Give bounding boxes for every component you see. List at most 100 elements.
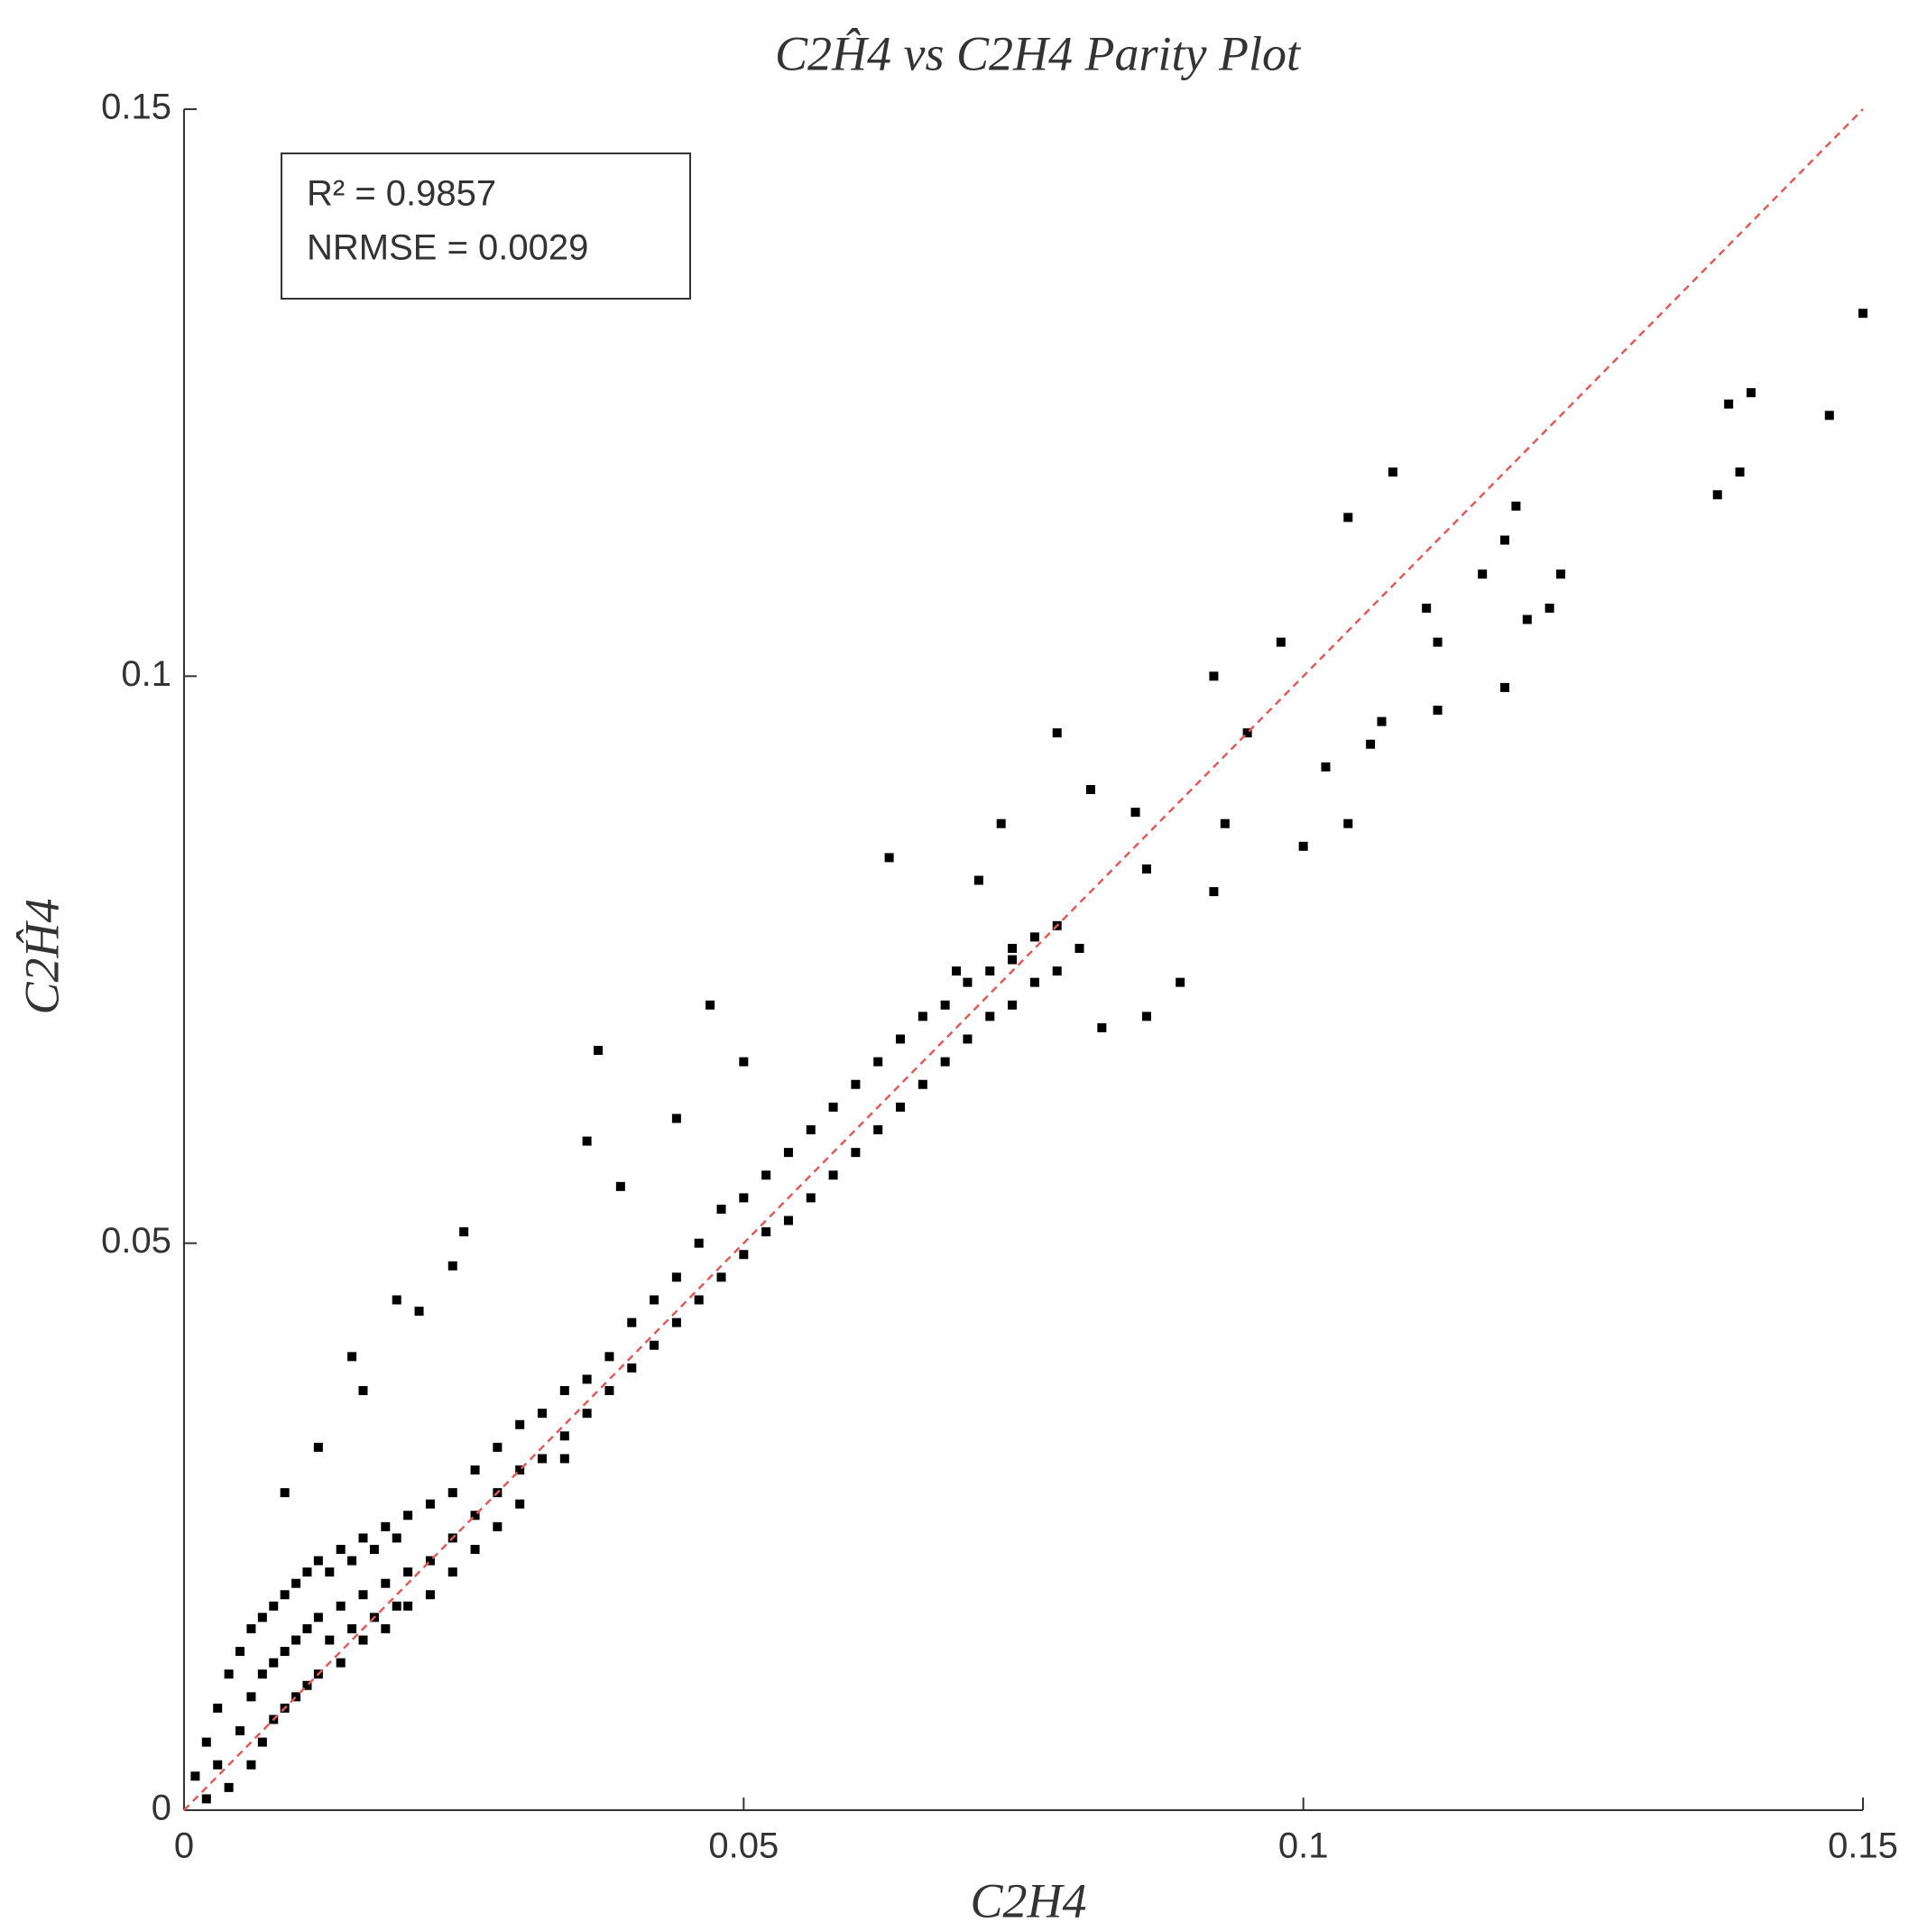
scatter-point — [336, 1658, 346, 1668]
scatter-point — [515, 1419, 525, 1429]
chart-title: C2Ĥ4 vs C2H4 Parity Plot — [775, 26, 1302, 80]
scatter-point — [896, 1102, 906, 1112]
scatter-point — [1746, 388, 1756, 398]
scatter-point — [1130, 808, 1140, 818]
scatter-point — [313, 1556, 323, 1566]
scatter-point — [761, 1227, 771, 1237]
scatter-point — [1242, 728, 1252, 738]
scatter-point — [873, 1125, 883, 1134]
scatter-point — [739, 1057, 749, 1067]
scatter-point — [1029, 977, 1039, 987]
scatter-point — [1298, 841, 1308, 851]
scatter-point — [1377, 716, 1387, 726]
scatter-point — [1141, 1012, 1151, 1021]
scatter-point — [336, 1544, 346, 1554]
scatter-point — [447, 1261, 457, 1271]
scatter-point — [1209, 671, 1219, 681]
scatter-point — [347, 1623, 357, 1633]
scatter-point — [470, 1544, 480, 1554]
scatter-point — [1209, 887, 1219, 897]
scatter-point — [358, 1635, 368, 1645]
scatter-point — [1343, 513, 1353, 522]
scatter-point — [280, 1590, 290, 1600]
scatter-point — [884, 853, 894, 863]
scatter-point — [627, 1363, 637, 1373]
scatter-point — [1008, 943, 1018, 953]
scatter-point — [358, 1533, 368, 1543]
scatter-point — [650, 1340, 659, 1350]
y-tick-label: 0.05 — [101, 1221, 171, 1261]
scatter-point — [559, 1431, 569, 1441]
scatter-point — [604, 1386, 614, 1396]
scatter-point — [392, 1295, 401, 1305]
scatter-point — [1029, 932, 1039, 942]
scatter-point — [559, 1386, 569, 1396]
scatter-point — [347, 1556, 357, 1566]
scatter-point — [918, 1012, 927, 1021]
scatter-point — [470, 1511, 480, 1521]
annotation: NRMSE = 0.0029 — [307, 228, 588, 268]
scatter-point — [1478, 569, 1488, 579]
scatter-point — [201, 1794, 211, 1804]
x-tick-label: 0.15 — [1828, 1826, 1898, 1866]
y-tick-label: 0 — [152, 1789, 171, 1828]
scatter-point — [1220, 818, 1230, 828]
scatter-point — [896, 1034, 906, 1044]
annotation: R² = 0.9857 — [307, 174, 496, 214]
scatter-point — [582, 1374, 592, 1384]
x-tick-label: 0.05 — [708, 1826, 779, 1866]
scatter-point — [447, 1567, 457, 1577]
scatter-point — [1511, 501, 1521, 511]
x-tick-label: 0.1 — [1278, 1826, 1329, 1866]
scatter-point — [1008, 955, 1018, 965]
scatter-point — [963, 977, 973, 987]
scatter-point — [739, 1193, 749, 1203]
scatter-point — [1824, 411, 1834, 421]
scatter-point — [806, 1193, 816, 1203]
scatter-point — [940, 1000, 950, 1010]
scatter-point — [425, 1556, 435, 1566]
scatter-point — [783, 1216, 793, 1225]
parity-line — [183, 108, 1864, 1811]
scatter-point — [1097, 1022, 1107, 1032]
scatter-point — [650, 1295, 659, 1305]
scatter-point — [873, 1057, 883, 1067]
scatter-point — [538, 1409, 548, 1419]
scatter-point — [1858, 309, 1867, 319]
scatter-point — [594, 1046, 604, 1056]
scatter-point — [627, 1317, 637, 1327]
scatter-point — [235, 1647, 245, 1657]
scatter-point — [403, 1567, 413, 1577]
scatter-point — [392, 1601, 401, 1611]
x-tick-label: 0 — [174, 1826, 194, 1866]
scatter-point — [582, 1136, 592, 1146]
scatter-point — [425, 1499, 435, 1509]
scatter-point — [325, 1635, 335, 1645]
scatter-point — [1724, 399, 1734, 409]
scatter-point — [1388, 467, 1397, 477]
scatter-point — [381, 1521, 391, 1531]
scatter-point — [425, 1590, 435, 1600]
scatter-point — [851, 1079, 861, 1089]
scatter-point — [671, 1114, 681, 1123]
scatter-point — [1499, 535, 1509, 545]
scatter-point — [694, 1238, 704, 1248]
scatter-point — [403, 1601, 413, 1611]
scatter-point — [447, 1488, 457, 1498]
scatter-point — [828, 1102, 838, 1112]
scatter-point — [470, 1465, 480, 1474]
scatter-point — [828, 1170, 838, 1180]
scatter-point — [1052, 728, 1062, 738]
scatter-point — [257, 1613, 267, 1622]
scatter-point — [190, 1771, 200, 1781]
scatter-point — [985, 1012, 995, 1021]
scatter-point — [1735, 467, 1745, 477]
scatter-point — [257, 1669, 267, 1679]
scatter-point — [716, 1204, 726, 1214]
scatter-point — [291, 1578, 301, 1588]
scatter-point — [1052, 966, 1062, 976]
scatter-point — [1499, 682, 1509, 692]
scatter-point — [1176, 977, 1185, 987]
scatter-point — [559, 1454, 569, 1464]
